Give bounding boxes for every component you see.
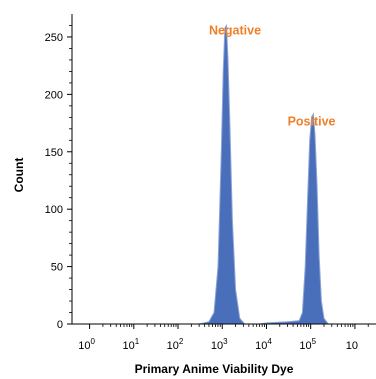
annotation-negative: Negative	[209, 24, 261, 38]
x-tick-exponent: 5	[312, 337, 317, 346]
axis-labels: Primary Anime Viability Dye Count	[12, 158, 294, 376]
y-tick-label-250: 250	[45, 32, 63, 44]
x-tick-exponent: 4	[267, 337, 272, 346]
y-tick-label-150: 150	[45, 147, 63, 159]
annotation-positive: Positive	[288, 114, 336, 128]
x-tick-exponent: 1	[135, 337, 140, 346]
x-tick-label-1: 100	[78, 337, 95, 352]
plot-area	[198, 23, 330, 325]
x-tick-exponent: 0	[90, 337, 95, 346]
x-tick-label-100: 102	[167, 337, 184, 352]
x-tick-label-10: 101	[122, 337, 139, 352]
x-tick-exponent: 3	[223, 337, 228, 346]
y-tick-label-100: 100	[45, 204, 63, 216]
series-area-0	[198, 23, 330, 325]
x-tick-label-10000: 104	[255, 337, 272, 352]
x-tick-exponent: 2	[179, 337, 184, 346]
y-tick-label-200: 200	[45, 89, 63, 101]
x-tick-label-100000: 105	[299, 337, 316, 352]
x-axis-title: Primary Anime Viability Dye	[135, 362, 294, 376]
y-axis-title: Count	[12, 158, 26, 193]
x-tick-label-1000: 103	[211, 337, 228, 352]
annotations: Negative Positive	[209, 24, 336, 129]
y-tick-label-0: 0	[57, 319, 63, 331]
y-tick-label-50: 50	[51, 262, 63, 274]
x-tick-label-1000000: 10	[346, 340, 358, 352]
